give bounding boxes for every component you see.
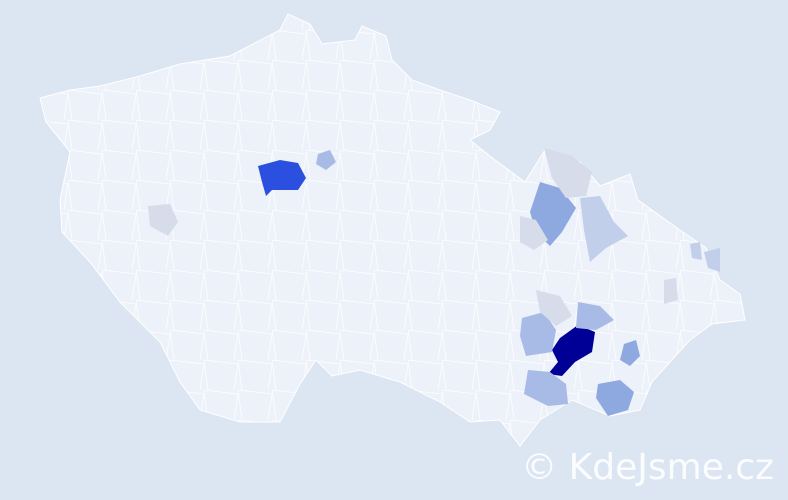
district-borders xyxy=(40,14,745,446)
region-lowest[interactable] xyxy=(704,248,720,272)
region-minimal[interactable] xyxy=(664,278,678,304)
region-minimal[interactable] xyxy=(690,242,702,260)
region-low[interactable] xyxy=(576,302,614,330)
watermark: © KdeJsme.cz xyxy=(521,447,774,488)
region-minimal[interactable] xyxy=(544,148,592,198)
region-low[interactable] xyxy=(316,150,336,170)
region-highest[interactable] xyxy=(548,325,595,376)
region-high[interactable] xyxy=(258,160,306,196)
region-lowest[interactable] xyxy=(580,196,628,262)
region-minimal[interactable] xyxy=(148,204,178,236)
region-low[interactable] xyxy=(520,312,556,356)
region-medium[interactable] xyxy=(620,340,640,366)
region-minimal[interactable] xyxy=(536,290,572,326)
region-minimal[interactable] xyxy=(520,216,548,250)
region-low[interactable] xyxy=(524,370,568,406)
region-medium[interactable] xyxy=(596,380,634,416)
